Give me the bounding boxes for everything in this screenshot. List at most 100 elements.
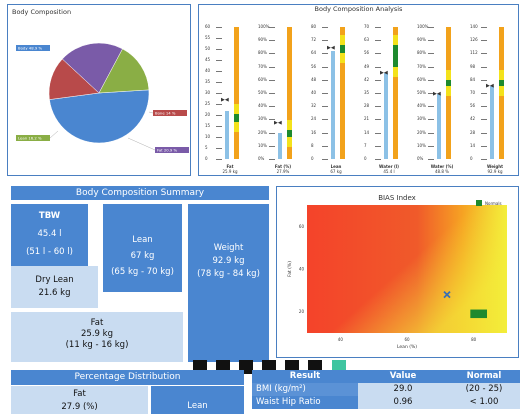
gauge-tick <box>481 159 487 160</box>
gauge-value-marker: ▶◀ <box>380 70 388 77</box>
gauge-tick <box>322 106 328 108</box>
gauge-tick <box>428 132 434 134</box>
gauge-tick-label: 0 <box>470 156 473 161</box>
value-column-header: Value <box>358 370 448 383</box>
gauge-tick-label: 8 <box>311 142 314 148</box>
gauge-tick-label: 28 <box>364 103 370 109</box>
gauge-tick-label: 112 <box>470 50 478 56</box>
gauge-tick <box>216 115 222 116</box>
analysis-title: Body Composition Analysis <box>314 5 403 13</box>
summary-title: Body Composition Summary <box>11 186 269 200</box>
gauge-tick <box>216 82 222 83</box>
gauge-normal-band <box>446 79 451 87</box>
gauge-tick <box>216 137 222 138</box>
gauge-tick <box>428 66 434 68</box>
gauge-tick <box>481 40 487 42</box>
gauge-tick-label: 45 <box>205 57 211 62</box>
gauge-tick-label: 42 <box>364 76 370 82</box>
gauge-tick-label: 30% <box>417 116 426 122</box>
gauge-value: 45.4 l <box>383 169 395 174</box>
bias-patient-marker <box>443 290 451 299</box>
gauge-tick <box>481 93 487 94</box>
gauge-tick <box>481 119 487 121</box>
gauge-scale-strip <box>234 27 239 159</box>
gauge-tick-label: 49 <box>364 63 370 69</box>
gauge-tick-label: 15 <box>205 123 211 128</box>
gauge-normal-band <box>234 114 239 123</box>
percentage-distribution: Percentage Distribution Fat 27.9 (%) Lea… <box>11 368 244 414</box>
gauge-tick-label: 56 <box>311 63 317 69</box>
gauge-tick <box>269 106 275 108</box>
results-table: Result Value Normal BMI (kg/m²) 29.0 (20… <box>252 370 520 414</box>
gauge-name: Water (l) <box>379 164 399 169</box>
gauge-tick <box>216 38 222 39</box>
gauge-tick-label: 80% <box>258 50 267 56</box>
pie-slice <box>49 89 150 144</box>
bias-x-tick-label: 80 <box>471 337 477 342</box>
gauge-tick <box>375 159 381 160</box>
lean-label: Lean <box>132 235 153 245</box>
pie-callout-line <box>127 137 156 151</box>
gauge-tick <box>216 93 222 94</box>
body-composition-summary: Body Composition Summary TBW 45.4 l (51 … <box>11 186 269 362</box>
gauge-tick-label: 35 <box>364 90 370 95</box>
gauge-tick-label: 126 <box>470 37 478 43</box>
gauge-tick <box>269 79 275 81</box>
gauge-tick-label: 0 <box>205 156 208 161</box>
svg-text:Bone 14 %: Bone 14 % <box>155 111 176 116</box>
gauge-tick-label: 72 <box>311 37 317 43</box>
gauge-tick <box>481 66 487 68</box>
gauge-level-bar <box>278 132 282 159</box>
tbw-values: 45.4 l (51 l - 60 l) <box>11 229 88 266</box>
gauge-tick-label: 50% <box>258 90 267 95</box>
bias-x-tick-label: 40 <box>338 337 344 342</box>
gauge-level-bar <box>331 50 335 159</box>
pie-title: Body Composition <box>12 8 72 16</box>
result-value: 0.96 <box>358 396 448 409</box>
gauge-tick-label: 0% <box>417 156 424 161</box>
gauge-tick <box>216 159 222 160</box>
gauge-tick <box>428 27 434 28</box>
gauge-tick <box>269 93 275 94</box>
gauge-tick <box>269 119 275 121</box>
bias-y-tick-label: 60 <box>299 224 305 229</box>
gauge-value-marker: ▶◀ <box>274 120 282 127</box>
gauge-level-bar <box>490 86 494 159</box>
gauge: 60 55 50 45 40 35 30 25 20 15 10 5 0 ▶◀ Fat 25.9 kg <box>203 5 256 175</box>
gauge-tick-label: 100% <box>417 24 429 29</box>
body-composition-analysis-panel: Body Composition Analysis 60 55 50 45 40 35 30… <box>198 4 519 176</box>
gauge-tick <box>375 53 381 55</box>
gauge-tick <box>481 145 487 147</box>
percentage-fat-value: 27.9 (%) <box>61 402 98 412</box>
normal-column-header: Normal <box>448 370 520 383</box>
gauge-scale-strip <box>287 27 292 159</box>
gauge-tick-label: 80 <box>311 24 317 29</box>
gauge-tick <box>481 27 487 28</box>
gauge-tick-label: 40% <box>417 103 426 109</box>
gauge-name: Water (%) <box>430 164 454 169</box>
gauge-tick-label: 10% <box>258 142 267 148</box>
gauge-tick-label: 20% <box>258 129 267 135</box>
gauge-tick-label: 55 <box>205 35 211 40</box>
pie-slice-label: Bone 14 % <box>153 110 187 116</box>
gauge-tick <box>481 79 487 81</box>
result-value: 29.0 <box>358 383 448 396</box>
gauge-tick-label: 10% <box>417 142 426 148</box>
gauge-tick <box>428 159 434 160</box>
fat-range: (11 kg - 16 kg) <box>65 340 129 350</box>
gauge-tick <box>375 93 381 94</box>
gauge: 100% 90% 80% 70% 60% 50% 40% 30% 20% 10% 0% ▶◀ Water… <box>415 5 468 175</box>
table-row: BMI (kg/m²) 29.0 (20 - 25) <box>252 383 520 396</box>
lean-range: (65 kg - 70 kg) <box>111 267 174 277</box>
gauge-tick <box>269 27 275 28</box>
gauge-normal-band <box>340 45 345 54</box>
gauge-value: 27.9% <box>276 169 290 174</box>
gauge-level-bar <box>437 94 441 159</box>
gauge-normal-band <box>499 79 504 87</box>
gauge-tick <box>322 93 328 94</box>
gauge-tick-label: 21 <box>364 116 370 122</box>
gauge-tick <box>375 132 381 134</box>
result-normal: (20 - 25) <box>448 383 520 396</box>
pie-slice-label: Lean 16.2 % <box>16 135 50 141</box>
gauge-tick <box>322 66 328 68</box>
